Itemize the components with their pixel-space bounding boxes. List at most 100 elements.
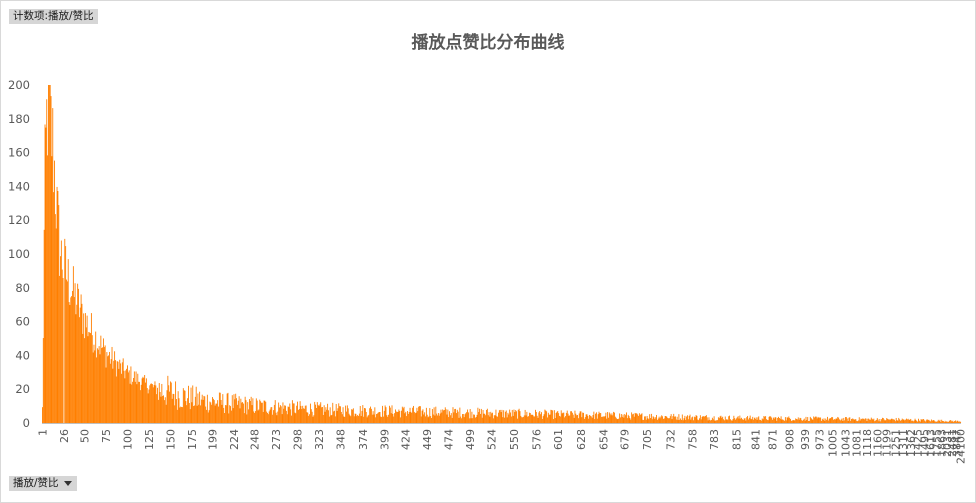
- bar: [357, 414, 359, 423]
- bar: [520, 415, 522, 423]
- bar: [589, 414, 591, 423]
- bar: [512, 415, 514, 423]
- bar: [226, 393, 228, 423]
- bar: [735, 419, 737, 423]
- bar: [413, 411, 415, 423]
- bar: [600, 413, 602, 423]
- bar: [478, 412, 480, 423]
- bar: [948, 420, 950, 423]
- bar: [869, 419, 870, 423]
- bar: [595, 412, 597, 423]
- count-field-button[interactable]: 计数项:播放/赞比: [9, 9, 98, 24]
- bar: [547, 417, 548, 423]
- bar: [632, 413, 634, 423]
- bar: [925, 420, 927, 423]
- bar: [247, 402, 249, 423]
- bar: [233, 394, 235, 423]
- bar: [401, 406, 403, 423]
- bar: [680, 418, 682, 423]
- bar: [930, 419, 932, 423]
- bar: [243, 413, 245, 423]
- bar: [309, 414, 311, 423]
- bar: [347, 408, 349, 423]
- bar: [544, 409, 546, 423]
- bar: [141, 378, 143, 423]
- bar: [910, 418, 912, 423]
- bar: [563, 412, 565, 423]
- bar: [495, 409, 497, 423]
- bar: [718, 418, 720, 423]
- bar: [936, 421, 938, 423]
- x-tick-label: 679: [619, 429, 632, 450]
- bar: [606, 418, 608, 423]
- bar: [72, 266, 74, 423]
- bar: [216, 403, 218, 423]
- bar: [286, 414, 288, 423]
- bar: [818, 417, 820, 423]
- bar: [171, 398, 173, 423]
- bar: [169, 391, 171, 423]
- bar: [562, 412, 564, 423]
- bar: [844, 420, 846, 423]
- bar: [455, 413, 457, 423]
- bar: [68, 302, 70, 423]
- bar: [90, 313, 92, 423]
- bar: [671, 419, 673, 423]
- bar: [263, 400, 265, 423]
- bar: [836, 418, 838, 423]
- bar: [660, 416, 662, 423]
- bar: [112, 368, 114, 423]
- bar: [654, 418, 656, 423]
- bar: [551, 410, 553, 423]
- bar: [830, 417, 832, 423]
- x-tick-label: 1160: [871, 429, 884, 457]
- bar: [678, 414, 680, 423]
- bar: [825, 418, 827, 423]
- bar: [489, 416, 491, 423]
- bar: [250, 396, 252, 423]
- bar: [196, 405, 198, 423]
- bar: [537, 417, 539, 423]
- bar: [501, 409, 503, 423]
- bar: [638, 415, 639, 423]
- bar: [772, 419, 773, 423]
- bar: [574, 410, 576, 423]
- bar: [536, 415, 538, 423]
- bar: [492, 412, 493, 423]
- x-tick-label: 654: [597, 429, 610, 450]
- bar: [388, 414, 390, 423]
- bar: [452, 407, 454, 423]
- bar: [710, 420, 712, 423]
- bar: [903, 419, 905, 423]
- bar: [231, 395, 233, 423]
- bar: [338, 403, 340, 423]
- axis-field-dropdown[interactable]: 播放/赞比: [9, 476, 77, 491]
- bar: [688, 415, 690, 423]
- bar: [656, 414, 657, 423]
- bar: [385, 407, 387, 423]
- bar: [721, 417, 723, 423]
- bar: [709, 419, 711, 423]
- bar: [311, 411, 313, 423]
- bar: [565, 416, 566, 423]
- bar: [583, 412, 584, 423]
- bar: [150, 383, 152, 423]
- bar: [875, 419, 877, 423]
- x-tick-label: 1199: [881, 429, 894, 457]
- x-tick-label: 1311: [897, 429, 910, 457]
- bar: [194, 405, 195, 423]
- bar: [499, 409, 501, 423]
- bar: [261, 402, 263, 423]
- bar: [658, 416, 660, 423]
- bar: [729, 419, 731, 423]
- bar: [641, 413, 643, 423]
- bar: [731, 420, 733, 423]
- bar: [504, 411, 506, 423]
- bar: [664, 416, 666, 423]
- bar: [295, 413, 297, 423]
- x-tick-label: 1251: [889, 429, 902, 457]
- bar: [895, 417, 897, 423]
- bar: [823, 418, 825, 423]
- bar: [689, 414, 691, 423]
- bar: [833, 419, 834, 423]
